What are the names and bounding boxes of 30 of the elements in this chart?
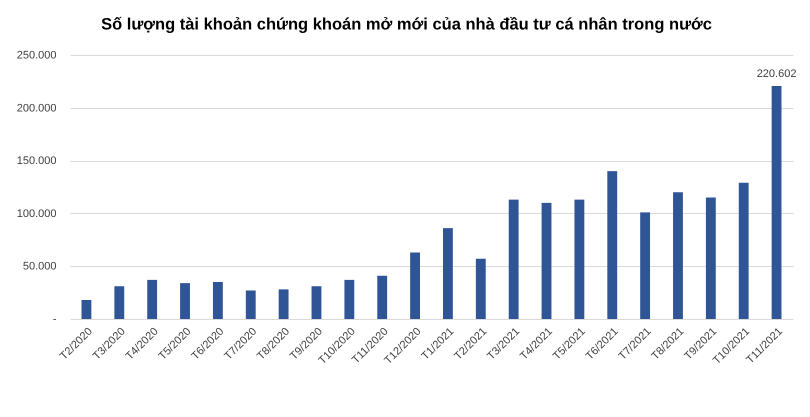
bar [147, 280, 158, 319]
bar [640, 212, 650, 319]
bar [508, 200, 519, 319]
data-label: 220.602 [756, 68, 796, 80]
y-tick-label: 200.000 [16, 102, 56, 114]
bar [738, 182, 749, 319]
bar [312, 286, 322, 319]
bar [772, 86, 782, 319]
chart-title: Số lượng tài khoản chứng khoán mở mới của nhà đầu tư cá nhân trong nước [101, 16, 712, 34]
bar [607, 171, 618, 319]
bar [574, 200, 584, 319]
y-tick-label: - [52, 314, 57, 326]
bar [278, 289, 289, 319]
y-tick-label: 150.000 [16, 155, 56, 168]
y-tick-label: 50.000 [22, 260, 56, 273]
bar [410, 252, 420, 319]
bar [673, 192, 683, 319]
bar [180, 283, 190, 319]
bar [377, 276, 388, 319]
bar [246, 290, 256, 319]
bar [706, 198, 716, 319]
y-tick-label: 100.000 [16, 208, 56, 220]
y-tick-label: 250.000 [16, 50, 56, 62]
bar [212, 282, 223, 319]
bar [476, 258, 486, 319]
bar [114, 286, 124, 319]
bar [82, 300, 92, 319]
bar [443, 228, 453, 319]
bar [542, 202, 552, 319]
bar [344, 280, 354, 319]
